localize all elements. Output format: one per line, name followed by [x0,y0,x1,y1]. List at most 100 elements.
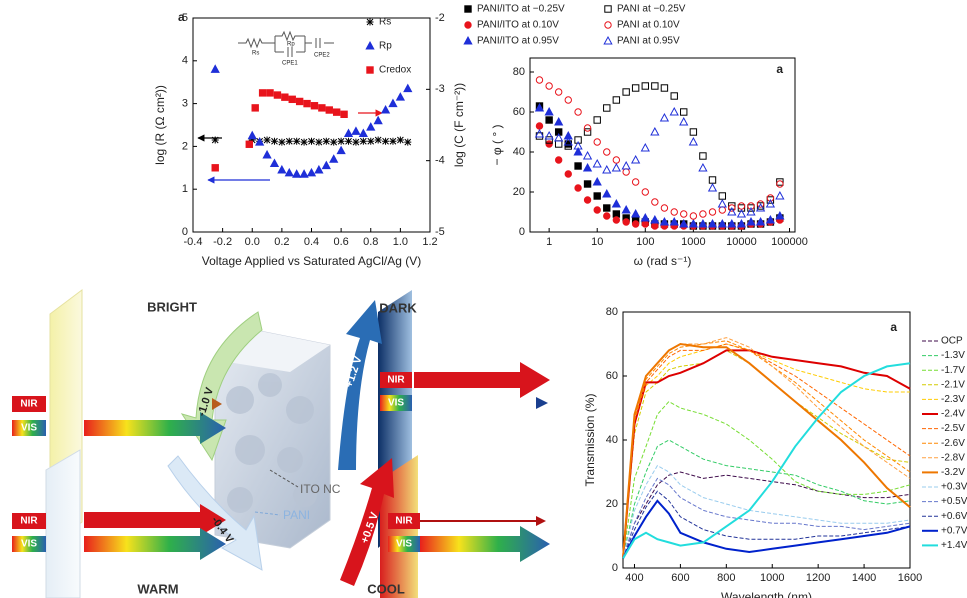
marker [366,66,374,74]
y-tick-label: 40 [513,146,525,158]
marker [321,160,331,170]
marker [263,136,271,144]
marker [622,218,630,226]
series-line [622,464,911,559]
inset-label: CPE1 [282,61,298,67]
marker [554,128,563,136]
y-axis-label: − φ ( ° ) [490,125,504,166]
x-tick-label: 100000 [771,236,808,248]
vis-tag: VIS [396,539,412,550]
legend-label: PANI/ITO at 0.10V [477,20,559,31]
x-tick-label: 0.2 [274,236,289,248]
marker [564,96,572,104]
chart-title: a [776,62,783,76]
marker [612,96,621,104]
inset-label: Rp [287,42,295,48]
marker [303,99,311,108]
x-tick-label: 0.6 [333,236,348,248]
marker [582,162,593,172]
marker [660,204,669,212]
marker [603,148,611,156]
marker [359,137,367,145]
inset-label: Rs [252,51,259,57]
circuit-inset [238,30,334,57]
y2-tick-label: -3 [435,83,445,95]
legend-label: PANI at −0.25V [617,4,686,15]
marker [698,218,708,228]
marker [699,152,707,160]
marker [755,216,766,226]
marker [622,88,630,96]
marker [573,146,583,156]
marker [641,188,649,196]
marker [669,106,679,116]
marker [689,128,698,136]
legend-label: PANI at 0.95V [617,36,680,47]
plot-frame [192,17,431,233]
state-label: BRIGHT [147,299,197,314]
legend-label: -2.5V [941,423,965,434]
marker [329,154,339,163]
x-axis-label: Voltage Applied vs Saturated AgCl/Ag (V) [202,254,421,268]
x-tick-label: 1200 [806,572,830,584]
marker [766,196,775,204]
marker [574,162,582,170]
x-tick-label: 10000 [726,236,757,248]
marker [603,212,611,220]
series-line [622,343,911,559]
x-tick-label: 0.8 [363,236,378,248]
marker [775,210,785,220]
legend-label: +0.3V [941,482,967,493]
marker [747,202,755,210]
legend-label: -3.2V [941,467,965,478]
marker [688,136,699,146]
marker [728,202,736,210]
marker [574,136,582,144]
marker [602,164,612,174]
marker [255,137,265,146]
marker [631,208,641,218]
marker [688,218,699,228]
plot-frame [529,57,796,233]
marker [737,202,746,210]
marker [251,104,259,112]
marker [583,180,592,188]
marker [534,128,545,138]
marker [765,214,776,224]
vis-tag: VIS [388,398,404,409]
marker [631,84,640,92]
nir-tag: NIR [20,399,38,410]
marker [336,145,346,155]
marker [300,138,308,146]
y-tick-label: 0 [612,562,618,574]
chart-title: a [890,320,897,334]
nir-tag: NIR [387,375,405,386]
marker [611,198,621,208]
marker [325,106,333,114]
y-tick-label: 2 [182,140,188,152]
legend-label: -1.7V [941,365,965,376]
marker [718,206,727,214]
marker [775,190,785,200]
y-tick-label: 20 [513,186,525,198]
marker [330,138,338,146]
legend-label: PANI at 0.10V [617,20,680,31]
marker [380,104,391,114]
y2-axis-label: log (C (F cm⁻²)) [452,83,466,167]
marker [388,98,398,108]
marker [707,182,718,192]
y-tick-label: 60 [513,106,525,118]
y-axis-label: Transmission (%) [583,394,597,487]
marker [554,156,563,164]
series-line [622,343,910,559]
marker [396,136,404,144]
marker [395,92,406,101]
marker [262,149,272,159]
marker [622,168,630,176]
material-label: ITO NC [300,482,341,496]
marker [534,102,545,112]
x-tick-label: 1400 [852,572,876,584]
marker [284,167,294,177]
marker [535,122,544,130]
